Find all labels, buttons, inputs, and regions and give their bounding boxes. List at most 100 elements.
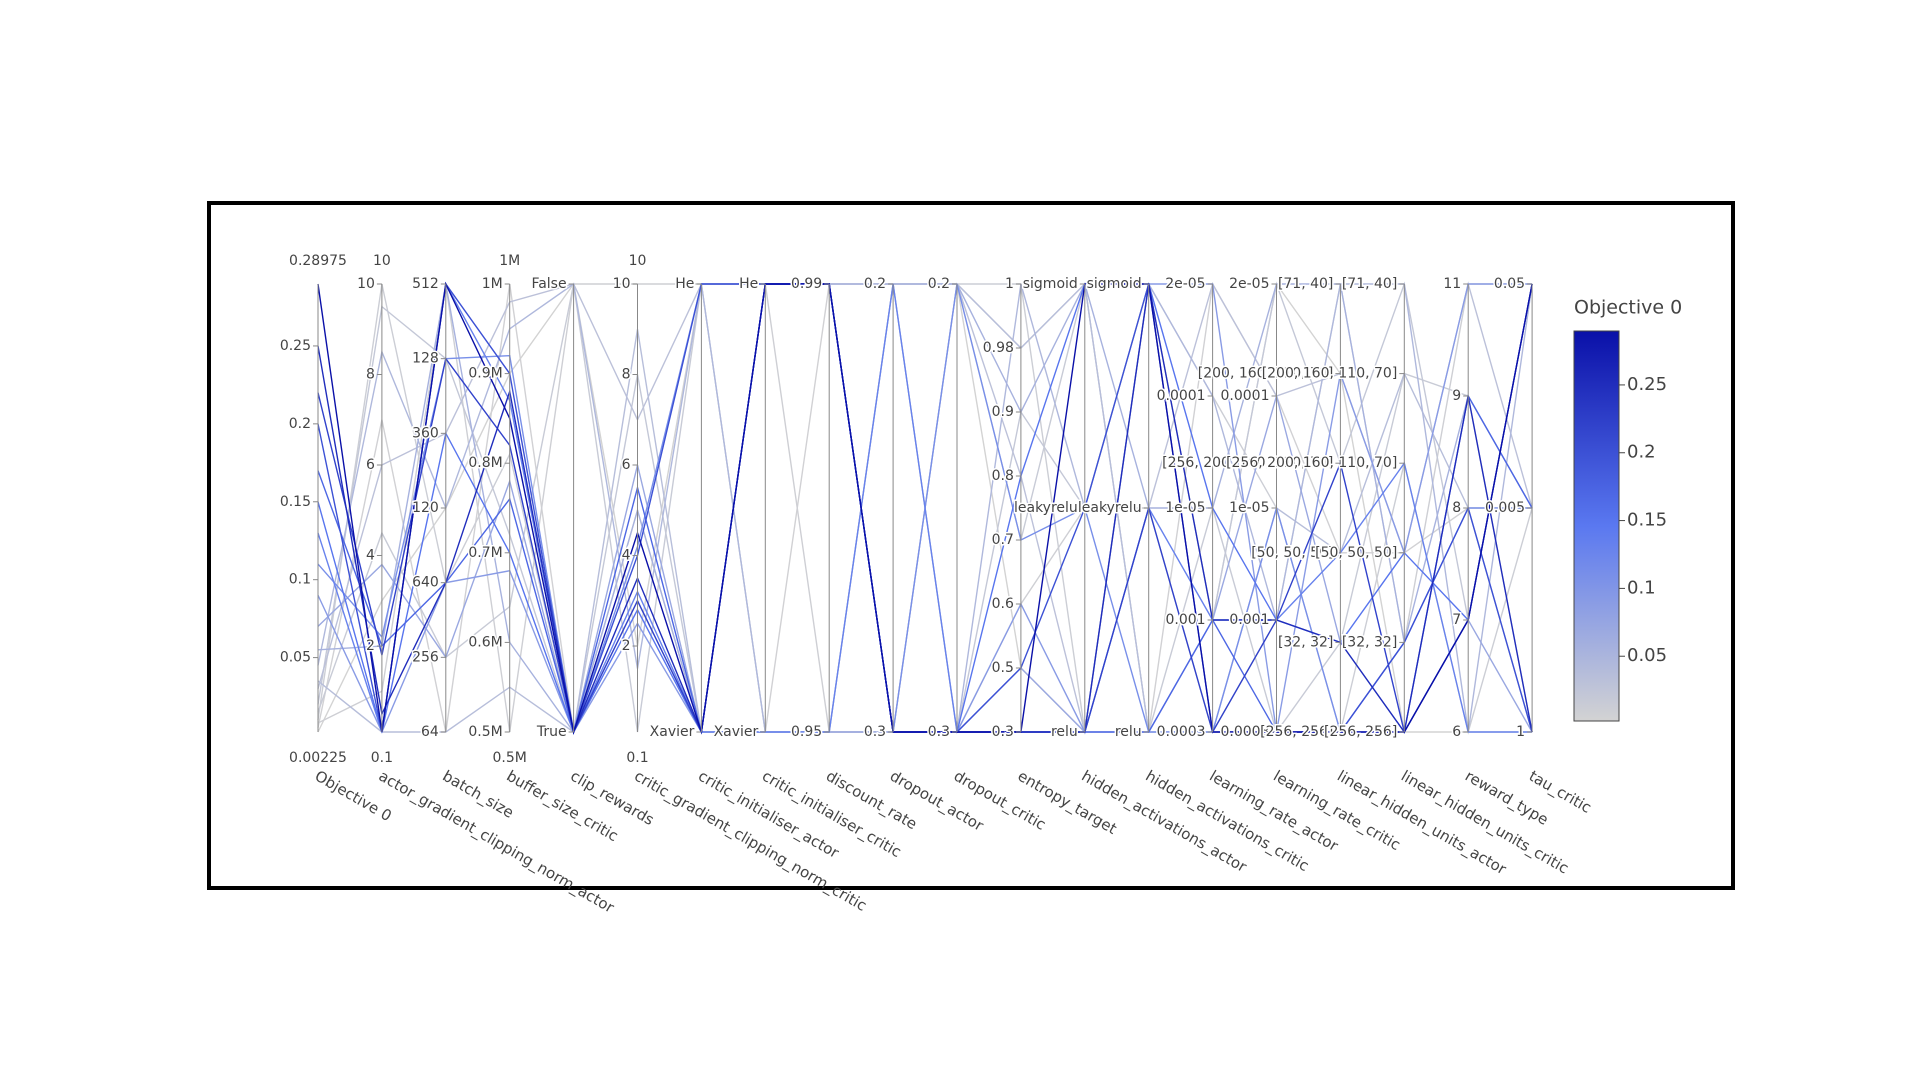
tick-label: sigmoid (1087, 276, 1142, 292)
colorbar-tick-label: 0.1 (1627, 577, 1656, 598)
tick-label: [256, 256] (1260, 724, 1333, 740)
tick-label: 9 (1452, 388, 1461, 404)
tick-label: 0.0003 (1221, 724, 1270, 740)
tick-label: leakyrelu (1078, 500, 1142, 516)
tick-label: He (675, 276, 694, 292)
tick-label: 1e-05 (1165, 500, 1205, 516)
tick-label: 360 (412, 425, 439, 441)
tick-label: 2e-05 (1165, 276, 1205, 292)
tick-label: 0.9M (468, 366, 502, 382)
tick-label: [32, 32] (1342, 634, 1397, 650)
tick-label: 64 (421, 724, 439, 740)
tick-label: [50, 50, 50] (1251, 545, 1333, 561)
axes: 0.050.10.150.20.250.289750.00225Objectiv… (278, 253, 1594, 918)
tick-label: 0.7M (468, 545, 502, 561)
tick-label: 128 (412, 351, 439, 367)
colorbar (1573, 330, 1620, 722)
colorbar-tick-label: 0.25 (1627, 374, 1667, 395)
tick-label: 2 (366, 638, 375, 654)
tick-label: 0.05 (1494, 276, 1525, 292)
tick-label: 0.005 (1485, 500, 1525, 516)
tick-label: [50, 50, 50] (1315, 545, 1397, 561)
tick-label: 4 (366, 548, 375, 564)
range-label: 1M (499, 253, 520, 269)
tick-label: 0.8 (992, 468, 1014, 484)
tick-label: [200, 160, 110, 70] (1198, 366, 1334, 382)
tick-label: Xavier (714, 724, 759, 740)
tick-label: 0.2 (289, 416, 311, 432)
tick-label: 0.3 (992, 724, 1014, 740)
tick-label: 0.5 (992, 660, 1014, 676)
range-label: 0.28975 (289, 253, 347, 269)
tick-label: 0.99 (791, 276, 822, 292)
tick-label: sigmoid (1023, 276, 1078, 292)
tick-label: 0.0001 (1221, 388, 1270, 404)
tick-label: He (739, 276, 758, 292)
tick-label: 10 (613, 276, 631, 292)
tick-label: 2e-05 (1229, 276, 1269, 292)
tick-label: relu (1115, 724, 1142, 740)
tick-label: relu (1051, 724, 1078, 740)
tick-label: 0.001 (1166, 612, 1206, 628)
range-label: 0.1 (371, 750, 393, 766)
tick-label: 6 (366, 457, 375, 473)
tick-label: leakyrelu (1014, 500, 1078, 516)
tick-label: 0.5M (468, 724, 502, 740)
trial-line (317, 281, 1533, 735)
tick-label: False (531, 276, 566, 292)
tick-label: 0.0001 (1157, 388, 1206, 404)
colorbar-title: Objective 0 (1574, 297, 1682, 319)
range-label: 10 (629, 253, 647, 269)
tick-label: 0.1 (289, 572, 311, 588)
trial-line (317, 281, 1533, 735)
tick-label: 1e-05 (1229, 500, 1269, 516)
tick-label: 0.2 (864, 276, 886, 292)
range-label: 0.5M (493, 750, 527, 766)
tick-label: 7 (1452, 612, 1461, 628)
tick-label: 0.9 (992, 404, 1014, 420)
tick-label: [32, 32] (1278, 634, 1333, 650)
range-label: 10 (373, 253, 391, 269)
tick-label: 8 (1452, 500, 1461, 516)
frame (207, 201, 1735, 890)
tick-label: 4 (622, 548, 631, 564)
tick-label: 0.001 (1229, 612, 1269, 628)
range-label: 0.1 (626, 750, 648, 766)
tick-label: [71, 40] (1278, 276, 1333, 292)
tick-label: [71, 40] (1342, 276, 1397, 292)
tick-label: True (536, 724, 567, 740)
tick-label: 11 (1443, 276, 1461, 292)
tick-label: [256, 200, 160, 110, 70] (1162, 455, 1333, 471)
tick-label: 0.3 (928, 724, 950, 740)
tick-label: 10 (357, 276, 375, 292)
tick-label: Xavier (650, 724, 695, 740)
tick-label: 0.25 (280, 338, 311, 354)
tick-label: 0.0003 (1157, 724, 1206, 740)
tick-label: 0.6M (468, 634, 502, 650)
tick-label: 8 (622, 367, 631, 383)
tick-label: 0.7 (992, 532, 1014, 548)
tick-label: 0.6 (992, 596, 1014, 612)
colorbar-tick-label: 0.2 (1627, 442, 1656, 463)
trial-line (317, 393, 1533, 734)
trial-line (317, 282, 1533, 734)
axis-label: buffer_size_critic (503, 767, 621, 846)
tick-label: 2 (622, 638, 631, 654)
tick-label: 512 (412, 276, 439, 292)
tick-label: 0.98 (983, 340, 1014, 356)
tick-label: [256, 256] (1324, 724, 1397, 740)
tick-label: 0.3 (864, 724, 886, 740)
tick-label: 8 (366, 367, 375, 383)
tick-label: 1M (482, 276, 503, 292)
tick-label: 0.95 (791, 724, 822, 740)
tick-label: 0.2 (928, 276, 950, 292)
tick-label: 1 (1516, 724, 1525, 740)
tick-label: 640 (412, 575, 439, 591)
tick-label: 256 (412, 649, 439, 665)
lines (317, 281, 1533, 735)
range-label: 0.00225 (289, 750, 347, 766)
tick-label: 120 (412, 500, 439, 516)
tick-label: 0.15 (280, 494, 311, 510)
colorbar-tick-label: 0.15 (1627, 510, 1667, 531)
